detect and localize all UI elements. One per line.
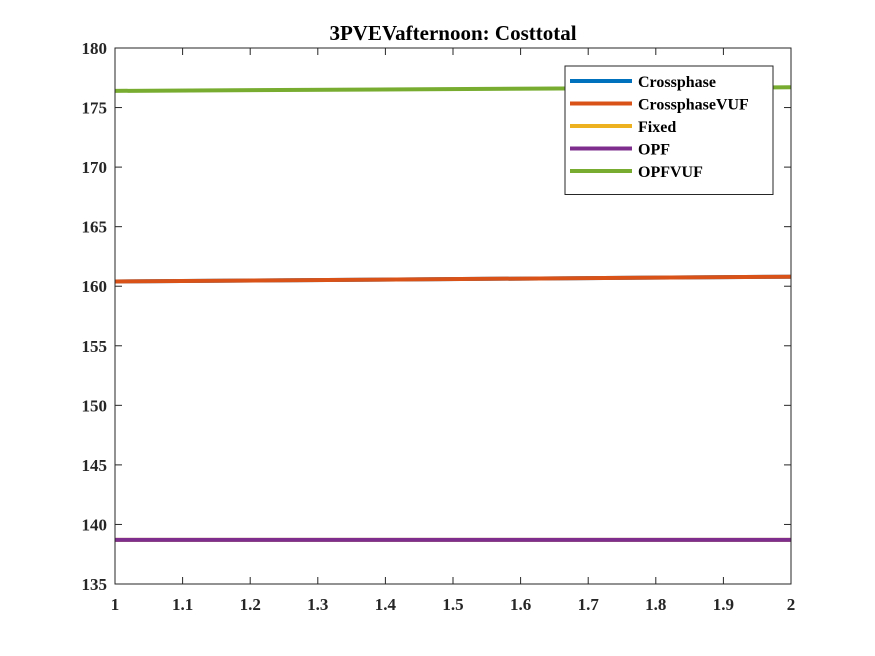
y-tick-label: 135 xyxy=(82,575,108,594)
x-tick-label: 1.3 xyxy=(307,595,328,614)
x-tick-label: 1.9 xyxy=(713,595,734,614)
x-tick-label: 1.4 xyxy=(375,595,397,614)
x-tick-label: 1.1 xyxy=(172,595,193,614)
x-tick-label: 1.5 xyxy=(442,595,463,614)
x-tick-label: 1.7 xyxy=(578,595,600,614)
axes-layer: 1 1.1 1.2 1.3 1.4 1.5 1.6 1.7 1.8 1.9 2 135 140 145 15… xyxy=(82,39,796,614)
x-tick-label: 1.8 xyxy=(645,595,666,614)
y-tick-label: 145 xyxy=(82,456,108,475)
y-tick-label: 150 xyxy=(82,396,108,415)
y-tick-label: 175 xyxy=(82,99,108,118)
x-tick-label: 2 xyxy=(787,595,796,614)
y-tick-label: 160 xyxy=(82,277,108,296)
y-tick-label: 180 xyxy=(82,39,108,58)
y-tick-label: 165 xyxy=(82,218,108,237)
legend-box xyxy=(564,65,774,195)
legend-label-fixed: Fixed xyxy=(638,119,676,136)
legend-label-crossphase: Crossphase xyxy=(638,74,716,91)
x-tick-label: 1 xyxy=(111,595,120,614)
y-tick-label: 140 xyxy=(82,515,108,534)
legend-label-opf: OPF xyxy=(638,142,670,159)
x-tick-label: 1.6 xyxy=(510,595,531,614)
legend: Crossphase CrossphaseVUF Fixed OPF OPFVUF xyxy=(564,65,774,195)
legend-label-opfvuf: OPFVUF xyxy=(638,164,703,181)
y-tick-label: 155 xyxy=(82,337,108,356)
legend-label-crossphasevuf: CrossphaseVUF xyxy=(638,97,749,114)
y-tick-label: 170 xyxy=(82,158,108,177)
x-tick-label: 1.2 xyxy=(240,595,261,614)
series-line-crossphasevuf xyxy=(114,274,792,284)
series-layer xyxy=(114,85,792,542)
chart-title: 3PVEVafternoon: Costtotal xyxy=(329,21,576,45)
